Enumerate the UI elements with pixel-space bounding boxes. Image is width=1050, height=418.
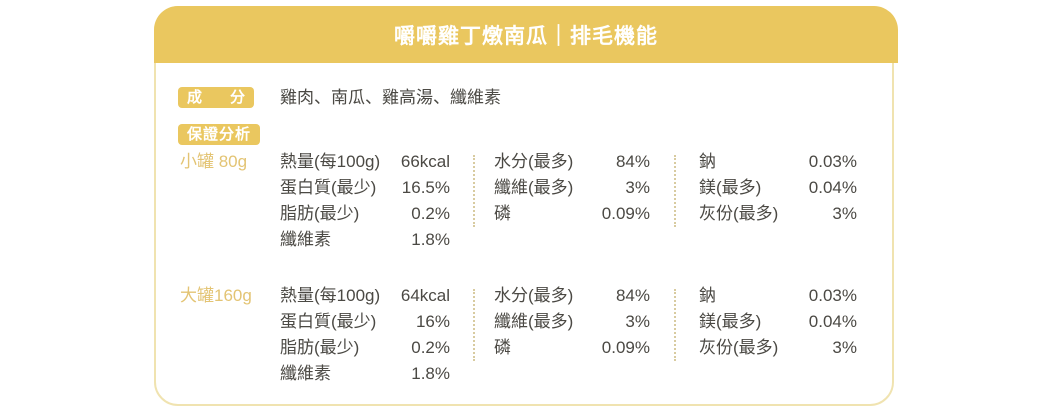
nutrient-row: 灰份(最多) 3% <box>699 201 857 227</box>
nutrient-row: 水分(最多) 84% <box>494 283 650 309</box>
nutrient-value: 1.8% <box>411 364 450 383</box>
dotted-divider <box>473 289 475 361</box>
nutrient-value: 3% <box>832 204 857 223</box>
nutrient-label: 蛋白質(最少) <box>280 178 377 197</box>
nutrient-value: 0.04% <box>808 178 857 197</box>
nutrient-row: 蛋白質(最少) 16.5% <box>280 175 450 201</box>
dotted-divider <box>674 289 676 361</box>
nutrient-label: 水分(最多) <box>494 152 574 171</box>
nutrient-row: 鈉 0.03% <box>699 283 857 309</box>
nutrient-row: 灰份(最多) 3% <box>699 335 857 361</box>
nutrient-value: 3% <box>832 338 857 357</box>
nutrient-row: 磷 0.09% <box>494 201 650 227</box>
nutrient-column-1: 熱量(每100g) 64kcal 蛋白質(最少) 16% 脂肪(最少) 0.2%… <box>280 283 450 387</box>
nutrient-column-3: 鈉 0.03% 鎂(最多) 0.04% 灰份(最多) 3% <box>699 149 857 227</box>
nutrient-row: 熱量(每100g) 66kcal <box>280 149 450 175</box>
nutrient-value: 0.2% <box>411 338 450 357</box>
analysis-section-large-can: 大罐160g 熱量(每100g) 64kcal 蛋白質(最少) 16% 脂肪(最… <box>180 283 884 387</box>
nutrient-value: 1.8% <box>411 230 450 249</box>
nutrient-value: 0.09% <box>601 204 650 223</box>
nutrient-label: 磷 <box>494 338 511 357</box>
nutrient-row: 纖維(最多) 3% <box>494 309 650 335</box>
nutrient-label: 熱量(每100g) <box>280 286 381 305</box>
nutrient-label: 脂肪(最少) <box>280 338 360 357</box>
nutrient-value: 0.04% <box>808 312 857 331</box>
nutrient-row: 鎂(最多) 0.04% <box>699 175 857 201</box>
nutrient-value: 16% <box>415 312 450 331</box>
nutrient-value: 0.2% <box>411 204 450 223</box>
nutrient-column-3: 鈉 0.03% 鎂(最多) 0.04% 灰份(最多) 3% <box>699 283 857 361</box>
nutrient-label: 灰份(最多) <box>699 338 779 357</box>
nutrient-row: 鎂(最多) 0.04% <box>699 309 857 335</box>
nutrient-row: 熱量(每100g) 64kcal <box>280 283 450 309</box>
can-size-label: 小罐 80g <box>180 152 248 171</box>
nutrient-column-2: 水分(最多) 84% 纖維(最多) 3% 磷 0.09% <box>494 149 650 227</box>
nutrient-label: 纖維素 <box>280 230 331 249</box>
nutrient-value: 3% <box>625 312 650 331</box>
nutrient-column-2: 水分(最多) 84% 纖維(最多) 3% 磷 0.09% <box>494 283 650 361</box>
nutrition-card: 嚼嚼雞丁燉南瓜｜排毛機能 成 分 雞肉、南瓜、雞高湯、纖維素 保證分析 小罐 8… <box>154 6 898 406</box>
nutrient-value: 84% <box>615 286 650 305</box>
nutrient-value: 16.5% <box>401 178 450 197</box>
nutrient-value: 84% <box>615 152 650 171</box>
nutrient-label: 纖維素 <box>280 364 331 383</box>
nutrient-label: 水分(最多) <box>494 286 574 305</box>
nutrient-label: 鈉 <box>699 286 716 305</box>
nutrient-row: 纖維素 1.8% <box>280 227 450 253</box>
nutrient-value: 66kcal <box>400 152 450 171</box>
can-size-label: 大罐160g <box>180 286 252 305</box>
nutrient-label: 鎂(最多) <box>699 178 762 197</box>
nutrient-label: 灰份(最多) <box>699 204 779 223</box>
nutrient-value: 0.09% <box>601 338 650 357</box>
nutrient-label: 磷 <box>494 204 511 223</box>
dotted-divider <box>473 155 475 227</box>
ingredients-list: 雞肉、南瓜、雞高湯、纖維素 <box>280 88 501 107</box>
nutrient-row: 纖維(最多) 3% <box>494 175 650 201</box>
nutrient-label: 蛋白質(最少) <box>280 312 377 331</box>
nutrient-row: 纖維素 1.8% <box>280 361 450 387</box>
nutrient-label: 鎂(最多) <box>699 312 762 331</box>
ingredients-badge: 成 分 <box>178 87 254 108</box>
nutrient-value: 3% <box>625 178 650 197</box>
card-header: 嚼嚼雞丁燉南瓜｜排毛機能 <box>154 6 898 63</box>
analysis-section-small-can: 小罐 80g 熱量(每100g) 66kcal 蛋白質(最少) 16.5% 脂肪… <box>180 149 884 253</box>
nutrient-row: 脂肪(最少) 0.2% <box>280 335 450 361</box>
nutrient-label: 纖維(最多) <box>494 178 574 197</box>
ingredients-badge-char-left: 成 <box>187 89 203 106</box>
nutrient-value: 0.03% <box>808 152 857 171</box>
guaranteed-analysis-badge: 保證分析 <box>178 124 261 145</box>
dotted-divider <box>674 155 676 227</box>
nutrient-column-1: 熱量(每100g) 66kcal 蛋白質(最少) 16.5% 脂肪(最少) 0.… <box>280 149 450 253</box>
product-title: 嚼嚼雞丁燉南瓜｜排毛機能 <box>394 24 658 48</box>
nutrient-row: 水分(最多) 84% <box>494 149 650 175</box>
nutrient-value: 64kcal <box>400 286 450 305</box>
nutrient-row: 蛋白質(最少) 16% <box>280 309 450 335</box>
nutrient-value: 0.03% <box>808 286 857 305</box>
nutrient-label: 脂肪(最少) <box>280 204 360 223</box>
ingredients-badge-char-right: 分 <box>229 89 245 106</box>
nutrient-row: 鈉 0.03% <box>699 149 857 175</box>
nutrient-label: 熱量(每100g) <box>280 152 381 171</box>
nutrient-row: 磷 0.09% <box>494 335 650 361</box>
nutrient-row: 脂肪(最少) 0.2% <box>280 201 450 227</box>
nutrient-label: 纖維(最多) <box>494 312 574 331</box>
nutrient-label: 鈉 <box>699 152 716 171</box>
